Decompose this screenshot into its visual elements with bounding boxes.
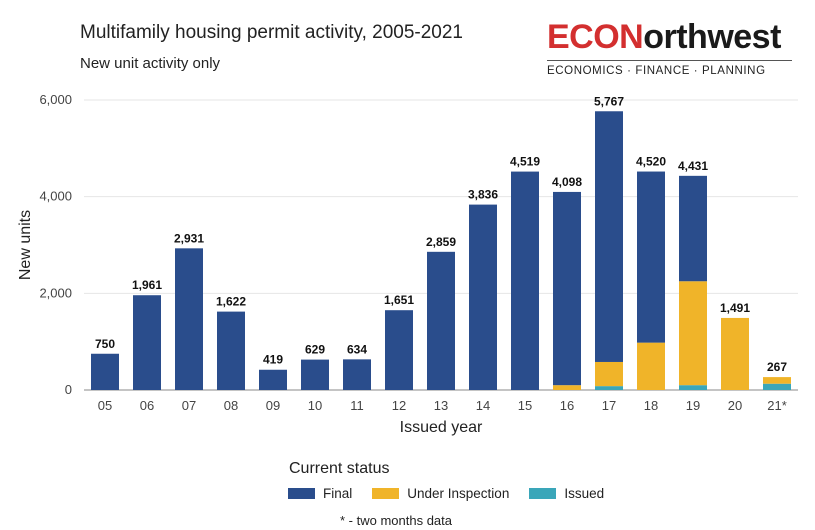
data-label: 5,767 — [594, 94, 624, 108]
y-tick-label: 4,000 — [39, 189, 72, 204]
bar-segment-final — [469, 204, 497, 390]
legend-swatch-final — [288, 488, 315, 499]
bar-segment-final — [553, 191, 581, 386]
x-tick-label: 12 — [392, 398, 406, 413]
bar-segment-final — [91, 353, 119, 390]
econorthwest-logo: ECONorthwest ECONOMICS · FINANCE · PLANN… — [547, 18, 792, 77]
x-tick-label: 21* — [767, 398, 787, 413]
bar-segment-final — [133, 295, 161, 390]
logo-northwest: orthwest — [643, 18, 781, 56]
bar-segment-final — [301, 359, 329, 390]
x-tick-label: 13 — [434, 398, 448, 413]
data-label: 3,836 — [468, 188, 498, 202]
data-label: 1,491 — [720, 301, 750, 315]
bar-segment-final — [259, 369, 287, 390]
legend-item-final: Final — [288, 486, 352, 501]
x-tick-label: 20 — [728, 398, 742, 413]
data-label: 267 — [767, 360, 787, 374]
bar-segment-final — [217, 311, 245, 390]
bar-segment-final — [385, 310, 413, 390]
legend-title: Current status — [289, 460, 390, 477]
x-tick-label: 09 — [266, 398, 280, 413]
bar-segment-under-inspection — [553, 385, 581, 390]
logo-divider — [547, 60, 792, 61]
bar-segment-under-inspection — [763, 377, 791, 384]
y-axis-title: New units — [17, 210, 34, 280]
legend-label-issued: Issued — [564, 486, 605, 501]
data-label: 4,098 — [552, 175, 582, 189]
data-label: 419 — [263, 353, 283, 367]
legend: Final Under Inspection Issued — [288, 486, 624, 501]
logo-wordmark: ECONorthwest — [547, 18, 792, 56]
bar-segment-final — [595, 111, 623, 362]
bar-segment-issued — [763, 383, 791, 390]
y-tick-label: 0 — [65, 382, 72, 397]
legend-swatch-issued — [529, 488, 557, 499]
x-tick-label: 05 — [98, 398, 112, 413]
stacked-bar-chart: 0 2,000 4,000 6,000 750 05 1,961 06 2,931 07 1,622… — [17, 92, 798, 436]
data-label: 4,519 — [510, 155, 540, 169]
data-label: 629 — [305, 343, 325, 357]
x-tick-label: 17 — [602, 398, 616, 413]
chart-subtitle: New unit activity only — [80, 55, 221, 72]
data-label: 2,931 — [174, 231, 204, 245]
x-tick-label: 06 — [140, 398, 154, 413]
x-tick-label: 18 — [644, 398, 658, 413]
bar-segment-final — [637, 171, 665, 343]
data-label: 750 — [95, 337, 115, 351]
bar-segment-issued — [595, 386, 623, 390]
legend-label-final: Final — [323, 486, 353, 501]
x-tick-label: 10 — [308, 398, 322, 413]
x-tick-label: 16 — [560, 398, 574, 413]
legend-swatch-under-inspection — [372, 488, 400, 499]
logo-tagline: ECONOMICS · FINANCE · PLANNING — [547, 65, 766, 77]
bar-segment-final — [175, 248, 203, 390]
data-label: 1,622 — [216, 295, 246, 309]
bar-segment-issued — [679, 385, 707, 390]
chart-title: Multifamily housing permit activity, 200… — [80, 22, 463, 43]
legend-item-under-inspection: Under Inspection — [372, 486, 509, 501]
x-tick-label: 15 — [518, 398, 532, 413]
bar-segment-under-inspection — [721, 317, 749, 390]
bar-segment-under-inspection — [679, 281, 707, 386]
data-label: 2,859 — [426, 235, 456, 249]
bar-segment-final — [679, 175, 707, 282]
x-tick-label: 08 — [224, 398, 238, 413]
data-label: 4,431 — [678, 159, 708, 173]
x-tick-label: 07 — [182, 398, 196, 413]
bar-segment-under-inspection — [595, 361, 623, 387]
data-label: 4,520 — [636, 155, 666, 169]
x-tick-label: 14 — [476, 398, 490, 413]
footnote: * - two months data — [340, 513, 452, 528]
legend-item-issued: Issued — [529, 486, 604, 501]
data-label: 1,651 — [384, 293, 414, 307]
x-axis-title: Issued year — [400, 419, 483, 436]
x-tick-label: 19 — [686, 398, 700, 413]
data-label: 634 — [347, 342, 367, 356]
y-tick-label: 6,000 — [39, 92, 72, 107]
bar-segment-under-inspection — [637, 342, 665, 390]
bar-segment-final — [343, 359, 371, 390]
logo-econ: ECON — [547, 18, 644, 56]
x-tick-label: 11 — [350, 398, 364, 413]
y-tick-label: 2,000 — [39, 285, 72, 300]
data-label: 1,961 — [132, 278, 162, 292]
bar-segment-final — [427, 251, 455, 390]
legend-label-under-inspection: Under Inspection — [407, 486, 510, 501]
bar-segment-final — [511, 171, 539, 390]
